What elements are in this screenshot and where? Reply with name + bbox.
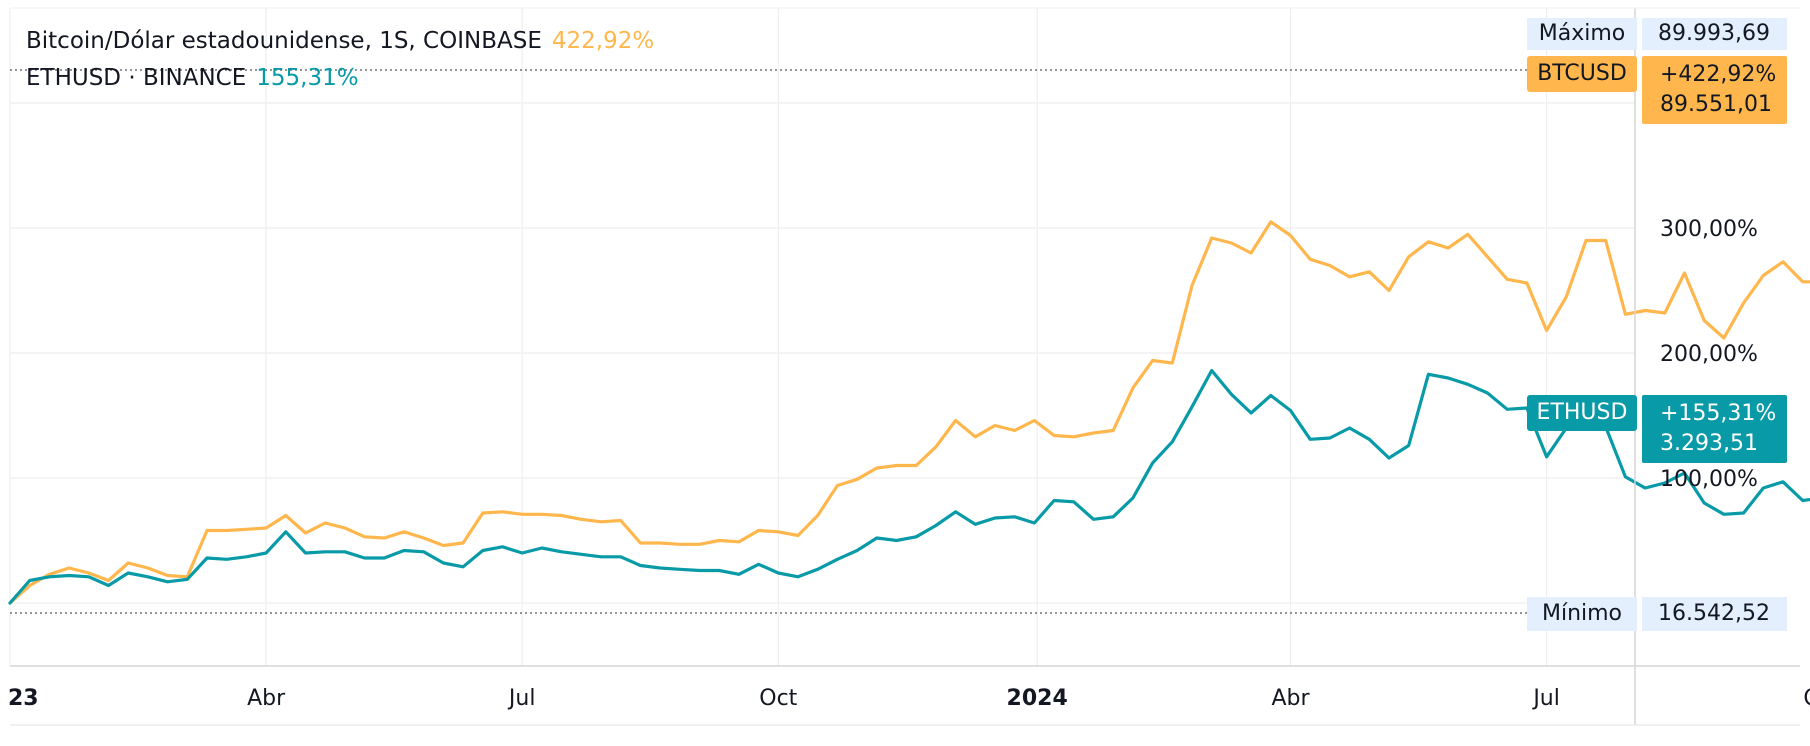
x-tick-label: Jul bbox=[507, 686, 536, 711]
max-label: Máximo bbox=[1527, 18, 1637, 50]
btc-value-badge: +422,92% 89.551,01 bbox=[1642, 56, 1787, 124]
legend-btc-name: Bitcoin/Dólar estadounidense, 1S, COINBA… bbox=[26, 28, 542, 54]
x-tick-label: 23 bbox=[8, 686, 39, 711]
legend-btc[interactable]: Bitcoin/Dólar estadounidense, 1S, COINBA… bbox=[26, 26, 654, 56]
reference-lines bbox=[10, 69, 1635, 614]
series-lines bbox=[8, 77, 1810, 605]
legend-eth[interactable]: ETHUSD · BINANCE 155,31% bbox=[26, 63, 359, 93]
btc-badge-pct: +422,92% bbox=[1660, 62, 1777, 87]
x-axis-labels: 23AbrJulOct2024AbrJulOct2025 bbox=[8, 686, 1810, 711]
max-value: 89.993,69 bbox=[1642, 18, 1787, 50]
y-tick-label: 300,00% bbox=[1660, 217, 1758, 242]
eth-symbol-badge: ETHUSD bbox=[1527, 395, 1637, 431]
legend-eth-pct: 155,31% bbox=[256, 65, 359, 91]
y-axis-labels: 100,00% 200,00% 300,00% bbox=[1660, 217, 1758, 492]
x-tick-label: 2024 bbox=[1007, 686, 1068, 711]
min-value: 16.542,52 bbox=[1642, 597, 1787, 631]
x-tick-label: Oct bbox=[759, 686, 797, 711]
legend-btc-pct: 422,92% bbox=[551, 28, 655, 54]
eth-badge-price: 3.293,51 bbox=[1660, 431, 1758, 456]
eth-value-badge: +155,31% 3.293,51 bbox=[1642, 395, 1787, 463]
legend-eth-name: ETHUSD · BINANCE bbox=[26, 65, 247, 91]
x-tick-label: Abr bbox=[1271, 686, 1310, 711]
eth-badge-pct: +155,31% bbox=[1660, 401, 1777, 426]
axes bbox=[10, 7, 1800, 726]
y-tick-label: 100,00% bbox=[1660, 467, 1758, 492]
y-tick-label: 200,00% bbox=[1660, 342, 1758, 367]
x-tick-label: Abr bbox=[247, 686, 286, 711]
grid bbox=[9, 8, 1635, 666]
btc-badge-price: 89.551,01 bbox=[1660, 92, 1772, 117]
min-label: Mínimo bbox=[1527, 597, 1637, 631]
btc-symbol-badge: BTCUSD bbox=[1527, 56, 1637, 92]
series-line-btcusd[interactable] bbox=[8, 77, 1810, 605]
x-tick-label: Jul bbox=[1531, 686, 1560, 711]
x-tick-label: Oct bbox=[1803, 686, 1810, 711]
